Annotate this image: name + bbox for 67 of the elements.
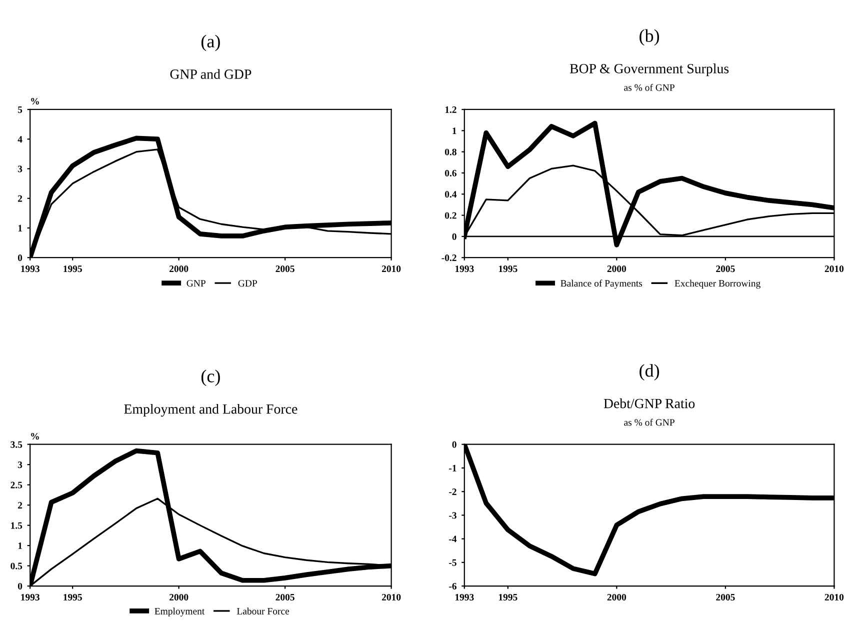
y-tick-label: 3 [18,166,22,172]
y-tick-label: 2.5 [10,482,22,488]
x-tick-label: 2000 [607,594,626,601]
x-tick-label: 1993 [455,594,474,601]
legend-label: GDP [238,280,257,287]
y-tick-label: 0 [18,582,22,590]
chart-title: Employment and Labour Force [124,404,298,417]
x-tick-label: 2010 [382,594,401,601]
x-tick-label: 2005 [716,266,735,272]
x-tick-label: 1995 [64,594,82,601]
y-tick-label: -3 [449,512,456,519]
y-axis-title: % [31,98,39,105]
y-tick-label: 0.4 [444,191,457,198]
y-tick-label: 0.5 [10,562,22,570]
y-tick-label: 2 [18,502,22,508]
x-tick-label: 1993 [455,266,474,272]
x-tick-label: 2005 [276,594,294,601]
y-tick-label: 1.5 [11,522,22,529]
x-tick-label: 1993 [21,266,40,272]
legend-label: Balance of Payments [560,280,642,289]
y-tick-label: -6 [449,582,456,590]
x-tick-label: 2005 [716,594,735,601]
y-tick-label: -5 [449,559,456,566]
y-tick-label: 0.2 [444,212,456,219]
legend-label: Employment [154,608,205,616]
y-tick-label: -2 [449,488,456,495]
y-tick-label: 5 [18,106,22,113]
x-tick-label: 2010 [824,266,844,272]
y-tick-label: 2 [18,195,22,202]
x-tick-label: 2005 [276,266,294,272]
y-tick-label: 1 [18,542,22,549]
y-tick-label: 3.5 [10,441,22,448]
x-tick-label: 2000 [170,266,188,272]
y-tick-label: 0.6 [444,170,456,176]
text: (a) [201,34,220,52]
legend-label: Exchequer Borrowing [674,280,760,289]
legend-label: GNP [186,280,206,287]
chart-title: BOP & Government Surplus [570,64,729,76]
y-axis-title: % [31,432,39,440]
y-tick-label: 0 [18,254,22,262]
y-tick-label: 0 [452,441,456,448]
text: (b) [640,29,660,46]
x-tick-label: 2000 [607,266,626,272]
y-tick-label: 3 [18,462,22,468]
x-tick-label: 2010 [382,266,401,272]
y-tick-label: -4 [449,536,457,542]
chart-title: GNP and GDP [170,69,252,79]
y-tick-label: -0.2 [442,254,456,262]
x-tick-label: 2010 [824,594,844,601]
chart-subtitle: as % of GNP [624,418,674,426]
y-tick-label: 1 [452,128,456,134]
y-tick-label: 1 [18,224,22,232]
x-tick-label: 1995 [64,266,82,272]
chart-subtitle: as % of GNP [624,84,674,91]
y-tick-label: 4 [18,136,22,142]
chart-title: Debt/GNP Ratio [604,398,695,408]
legend-label: Labour Force [236,608,290,614]
text: (d) [640,364,660,380]
x-tick-label: 1995 [498,266,518,272]
y-tick-label: 1.2 [445,106,456,113]
x-tick-label: 1995 [498,594,518,601]
y-tick-label: -1 [449,464,456,472]
x-tick-label: 1993 [21,594,40,601]
y-tick-label: 0.8 [444,148,456,156]
text: (c) [201,370,220,386]
y-tick-label: 0 [452,233,456,240]
x-tick-label: 2000 [170,594,188,601]
